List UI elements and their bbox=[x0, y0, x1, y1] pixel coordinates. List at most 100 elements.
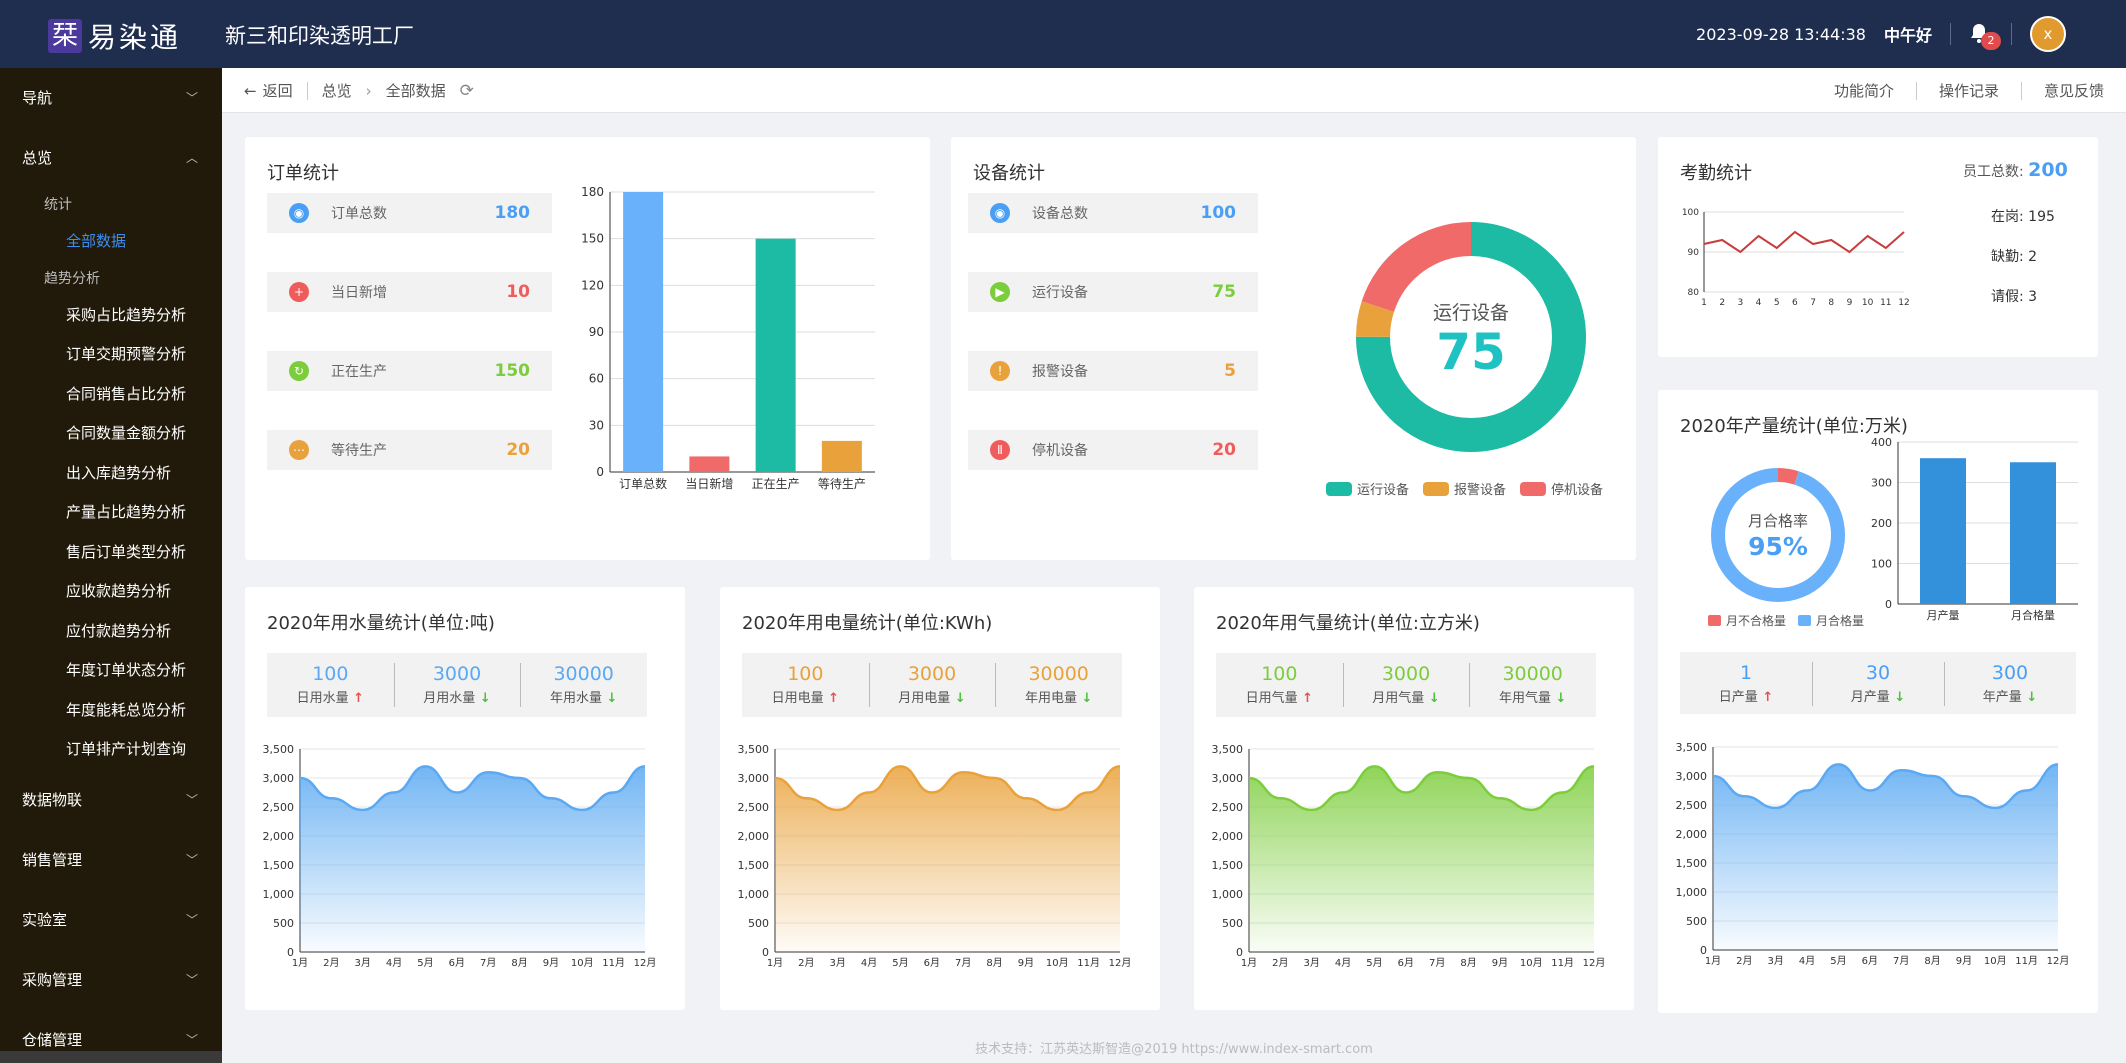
back-button[interactable]: ← 返回 bbox=[244, 80, 293, 101]
orders-stat-row: ⋯ 等待生产 20 bbox=[267, 430, 552, 470]
y-tick-label: 120 bbox=[581, 278, 604, 292]
sidebar-item-overview[interactable]: 总览 ︿ bbox=[0, 128, 222, 188]
arrow-up-icon: ↑ bbox=[1757, 690, 1774, 705]
y-tick-label: 1,500 bbox=[738, 859, 770, 872]
legend-item[interactable]: 停机设备 bbox=[1520, 479, 1603, 498]
sidebar-trend-item[interactable]: 合同销售占比分析 bbox=[66, 384, 187, 403]
stat-cell: 1 日产量 ↑ bbox=[1680, 652, 1812, 714]
breadcrumb-overview[interactable]: 总览 bbox=[321, 82, 352, 100]
stat-label: 运行设备 bbox=[1032, 285, 1088, 301]
refresh-icon[interactable]: ⟳ bbox=[459, 80, 474, 101]
x-tick-label: 等待生产 bbox=[818, 477, 866, 491]
divider bbox=[2011, 23, 2012, 45]
stat-caption-label: 日用水量 bbox=[296, 691, 349, 706]
sidebar-scrollbar[interactable] bbox=[0, 1051, 222, 1063]
stat-number: 30000 bbox=[553, 663, 614, 685]
sidebar-trend-item[interactable]: 订单排产计划查询 bbox=[66, 740, 187, 758]
y-tick-label: 3,000 bbox=[263, 772, 295, 785]
stat-caption: 月用电量 ↓ bbox=[869, 687, 996, 706]
water-title: 2020年用水量统计(单位:吨) bbox=[267, 613, 495, 634]
sidebar-trend-item[interactable]: 订单交期预警分析 bbox=[66, 345, 187, 363]
sidebar-trend-item[interactable]: 售后订单类型分析 bbox=[66, 542, 187, 561]
legend-item[interactable]: 月合格量 bbox=[1798, 612, 1864, 629]
x-tick-label: 7月 bbox=[1893, 955, 1909, 967]
legend-label: 报警设备 bbox=[1454, 483, 1507, 498]
breadcrumb: ← 返回 总览 › 全部数据 ⟳ 功能简介 操作记录 意见反馈 bbox=[222, 68, 2126, 113]
legend-label: 月不合格量 bbox=[1726, 614, 1787, 628]
stat-cell: 3000 月用水量 ↓ bbox=[393, 653, 521, 717]
sidebar: 导航 ﹀ 总览 ︿ 统计 全部数据 趋势分析 采购占比趋势分析 订单交期预警分析 合同销… bbox=[0, 68, 222, 1063]
y-tick-label: 0 bbox=[1700, 944, 1707, 957]
stat-label: 订单总数 bbox=[331, 206, 387, 222]
app-logo[interactable]: 栞 易染通 bbox=[48, 16, 181, 56]
link-feedback[interactable]: 意见反馈 bbox=[2043, 82, 2104, 100]
orders-stat-row: ◉ 订单总数 180 bbox=[267, 193, 552, 233]
stat-value: 180 bbox=[494, 203, 531, 223]
stat-icon: ↻ bbox=[289, 361, 309, 381]
sidebar-trend-item[interactable]: 合同数量金额分析 bbox=[66, 424, 187, 442]
devices-stat-row: Ⅱ 停机设备 20 bbox=[968, 430, 1258, 470]
user-avatar[interactable]: x bbox=[2030, 16, 2066, 52]
y-tick-label: 2,500 bbox=[1212, 801, 1244, 814]
sidebar-item-nav[interactable]: 导航 ﹀ bbox=[0, 68, 222, 128]
sidebar-trend-item[interactable]: 年度订单状态分析 bbox=[66, 661, 187, 679]
link-log[interactable]: 操作记录 bbox=[1938, 82, 1999, 100]
arrow-down-icon: ↓ bbox=[1424, 691, 1440, 706]
legend-item[interactable]: 运行设备 bbox=[1326, 479, 1409, 498]
stat-caption: 年产量 ↓ bbox=[1944, 686, 2076, 705]
x-tick-label: 11月 bbox=[1077, 957, 1100, 969]
y-tick-label: 150 bbox=[581, 232, 604, 246]
sidebar-trend-item[interactable]: 应收款趋势分析 bbox=[66, 582, 172, 600]
donut-center-value: 95% bbox=[1748, 532, 1808, 561]
logo-mark: 栞 bbox=[48, 19, 82, 53]
legend-swatch bbox=[1798, 615, 1812, 626]
orders-bar-chart: 0 30 60 90 120 150 180 订单总数 当日新增 正在生产 等待生产 bbox=[581, 185, 875, 491]
power-card: 2020年用电量统计(单位:KWh) 100 日用电量 ↑ 3000 月用电量 ↓ 30… bbox=[720, 587, 1160, 1010]
y-tick-label: 300 bbox=[1871, 477, 1892, 490]
x-tick-label: 8月 bbox=[986, 957, 1002, 969]
x-tick-label: 11 bbox=[1880, 298, 1891, 308]
sidebar-trend-item[interactable]: 出入库趋势分析 bbox=[66, 463, 172, 482]
power-title: 2020年用电量统计(单位:KWh) bbox=[742, 613, 993, 634]
stat-cell: 30000 年用气量 ↓ bbox=[1469, 653, 1596, 717]
area-fill bbox=[1249, 766, 1594, 952]
sidebar-item-module[interactable]: 销售管理 ﹀ bbox=[0, 830, 222, 890]
datetime: 2023-09-28 13:44:38 bbox=[1696, 24, 1866, 44]
sidebar-item-module[interactable]: 采购管理 ﹀ bbox=[0, 950, 222, 1010]
x-tick-label: 9月 bbox=[543, 957, 559, 969]
sidebar-trend-item[interactable]: 产量占比趋势分析 bbox=[66, 503, 187, 521]
sidebar-item-module[interactable]: 仓储管理 ﹀ bbox=[0, 1010, 222, 1063]
stat-value: 20 bbox=[506, 440, 530, 460]
production-card: 2020年产量统计(单位:万米) 月合格率 95% 月不合格量 月合格量 0 100 2… bbox=[1658, 390, 2098, 1013]
stat-value: 5 bbox=[1224, 361, 1236, 381]
x-tick-label: 4月 bbox=[386, 957, 402, 969]
legend-item[interactable]: 报警设备 bbox=[1423, 479, 1506, 498]
arrow-down-icon: ↓ bbox=[1076, 691, 1093, 706]
y-tick-label: 400 bbox=[1871, 436, 1892, 449]
x-tick-label: 5月 bbox=[1830, 955, 1846, 967]
stat-icon: ! bbox=[990, 361, 1010, 381]
y-tick-label: 60 bbox=[589, 372, 604, 386]
line-series bbox=[1703, 230, 1905, 254]
link-intro[interactable]: 功能简介 bbox=[1833, 82, 1894, 100]
x-tick-label: 9月 bbox=[1018, 957, 1034, 969]
sidebar-trend-item[interactable]: 采购占比趋势分析 bbox=[66, 305, 187, 324]
legend-item[interactable]: 月不合格量 bbox=[1708, 612, 1786, 629]
sidebar-item-all-data[interactable]: 全部数据 bbox=[66, 232, 127, 250]
bar bbox=[689, 456, 730, 472]
sidebar-item-module[interactable]: 实验室 ﹀ bbox=[0, 890, 222, 950]
stat-number: 3000 bbox=[907, 663, 957, 685]
sidebar-trend-item[interactable]: 年度能耗总览分析 bbox=[66, 700, 187, 719]
x-tick-label: 10月 bbox=[1520, 957, 1543, 969]
sidebar-item-module[interactable]: 数据物联 ﹀ bbox=[0, 770, 222, 830]
stat-icon: Ⅱ bbox=[990, 440, 1010, 460]
x-tick-label: 10月 bbox=[571, 957, 594, 969]
notification-bell-icon[interactable]: 2 bbox=[1969, 22, 2001, 50]
legend-label: 运行设备 bbox=[1357, 483, 1410, 498]
bar bbox=[1920, 458, 1966, 604]
y-tick-label: 0 bbox=[1885, 598, 1892, 611]
sidebar-trend-item[interactable]: 应付款趋势分析 bbox=[66, 621, 172, 640]
y-tick-label: 500 bbox=[273, 917, 294, 930]
x-tick-label: 3 bbox=[1737, 298, 1743, 308]
